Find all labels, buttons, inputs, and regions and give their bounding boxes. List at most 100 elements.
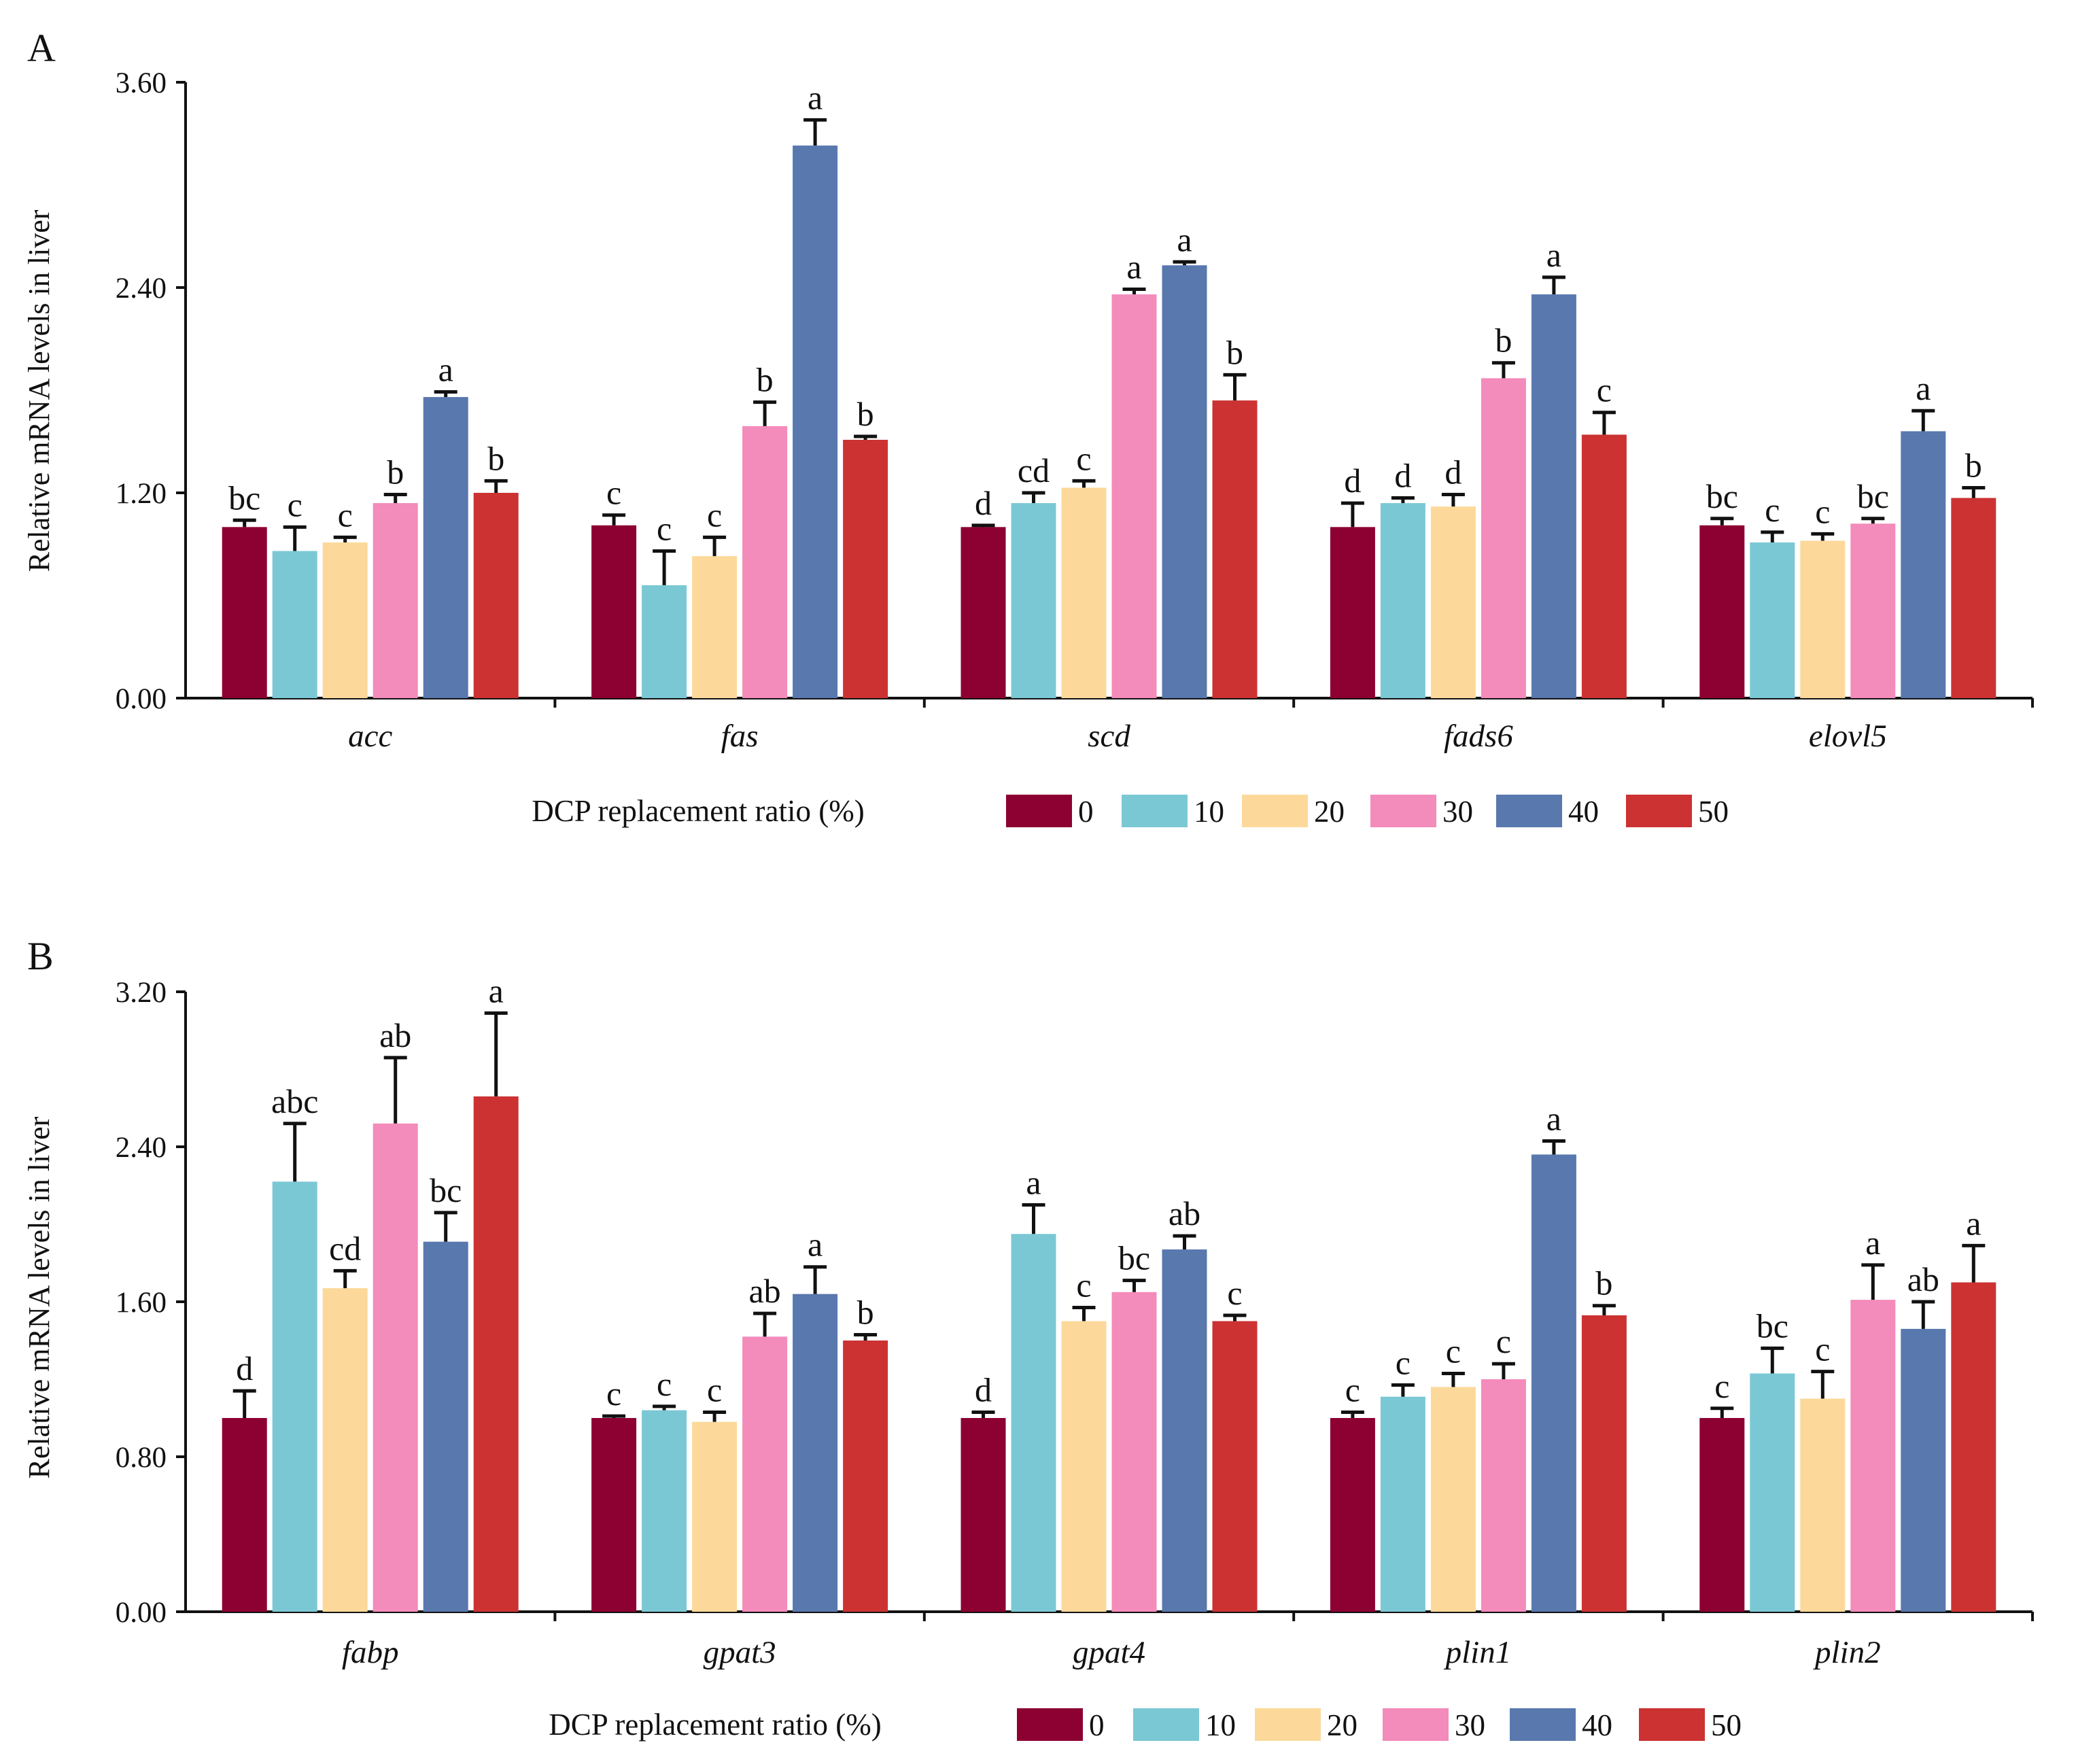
significance-letter-plin2-10: bc — [1757, 1307, 1788, 1345]
bar-plin1-50 — [1581, 1315, 1627, 1612]
bar-scd-50 — [1212, 400, 1258, 698]
error-bar-acc-50 — [484, 479, 508, 493]
significance-letter-gpat4-50: c — [1227, 1274, 1242, 1312]
bar-gpat4-10 — [1011, 1234, 1056, 1612]
x-category-label-fas: fas — [721, 719, 759, 754]
error-bar-acc-30 — [383, 493, 407, 504]
bar-fabp-30 — [373, 1123, 418, 1612]
error-bar-plin2-10 — [1761, 1346, 1784, 1374]
legend: DCP replacement ratio (%) 0 10 20 30 40 50 — [549, 1708, 1742, 1742]
significance-letter-plin2-40: ab — [1907, 1260, 1939, 1298]
significance-letter-acc-20: c — [338, 496, 353, 534]
significance-letter-acc-10: c — [288, 485, 302, 523]
legend-swatch-40 — [1496, 795, 1562, 827]
significance-letter-plin1-50: b — [1595, 1264, 1612, 1302]
significance-letter-gpat3-20: c — [707, 1370, 722, 1408]
error-bar-scd-10 — [1022, 491, 1045, 504]
legend-swatch-20 — [1255, 1708, 1321, 1741]
bar-plin2-10 — [1750, 1373, 1795, 1612]
significance-letter-plin2-20: c — [1815, 1330, 1830, 1368]
bar-gpat3-20 — [692, 1421, 738, 1612]
significance-letter-acc-50: b — [487, 439, 504, 477]
error-bar-gpat3-0 — [602, 1414, 626, 1418]
bar-gpat3-50 — [843, 1341, 888, 1612]
significance-letter-elovl5-30: bc — [1857, 477, 1889, 515]
bar-plin1-20 — [1430, 1387, 1476, 1612]
legend-swatch-0 — [1006, 795, 1072, 827]
significance-letter-plin2-50: a — [1966, 1204, 1981, 1242]
legend: DCP replacement ratio (%) 0 10 20 30 40 50 — [532, 794, 1729, 829]
significance-letter-gpat3-30: ab — [748, 1272, 780, 1310]
legend-label-40: 40 — [1568, 795, 1599, 829]
significance-letter-gpat3-10: c — [657, 1365, 672, 1403]
significance-letter-fads6-50: c — [1597, 371, 1612, 409]
x-category-label-gpat3: gpat3 — [704, 1635, 776, 1670]
significance-letter-gpat4-20: c — [1076, 1266, 1091, 1304]
bar-fads6-10 — [1380, 503, 1425, 698]
bar-gpat4-0 — [961, 1418, 1006, 1612]
error-bar-scd-20 — [1072, 479, 1096, 488]
error-bar-gpat3-10 — [653, 1404, 676, 1411]
error-bar-fas-50 — [854, 434, 878, 440]
bar-plin2-20 — [1800, 1398, 1846, 1612]
legend-label-40: 40 — [1582, 1708, 1612, 1742]
bar-fas-0 — [591, 525, 637, 698]
significance-letter-gpat3-40: a — [808, 1226, 823, 1264]
error-bar-fas-40 — [803, 118, 827, 146]
bar-fabp-40 — [423, 1241, 468, 1612]
error-bar-fas-10 — [653, 549, 676, 585]
bar-elovl5-0 — [1699, 525, 1745, 698]
error-bar-elovl5-30 — [1861, 517, 1885, 524]
error-bar-elovl5-50 — [1962, 485, 1986, 498]
x-category-label-gpat4: gpat4 — [1073, 1635, 1145, 1670]
bar-fads6-20 — [1430, 506, 1476, 698]
error-bar-plin1-0 — [1340, 1410, 1364, 1418]
bar-fads6-50 — [1581, 434, 1627, 698]
significance-letter-elovl5-20: c — [1815, 492, 1830, 530]
panel-label: B — [27, 934, 54, 978]
legend-swatch-50 — [1639, 1708, 1705, 1741]
significance-letter-fas-40: a — [808, 78, 823, 116]
bar-acc-0 — [222, 527, 267, 698]
significance-letter-fas-0: c — [606, 474, 621, 512]
bar-acc-10 — [272, 551, 317, 698]
significance-letter-fads6-40: a — [1546, 236, 1561, 274]
error-bar-fads6-50 — [1592, 411, 1616, 435]
legend-title: DCP replacement ratio (%) — [549, 1708, 881, 1742]
bar-elovl5-20 — [1800, 540, 1846, 698]
significance-letter-gpat3-0: c — [606, 1374, 621, 1413]
bar-gpat3-30 — [742, 1336, 788, 1612]
bar-elovl5-40 — [1901, 431, 1946, 698]
bar-gpat4-20 — [1061, 1321, 1107, 1612]
bar-plin2-0 — [1699, 1418, 1745, 1612]
error-bar-elovl5-0 — [1710, 517, 1734, 525]
y-tick-label: 3.20 — [116, 977, 167, 1009]
error-bar-fas-30 — [753, 400, 777, 426]
bar-gpat4-30 — [1111, 1292, 1157, 1612]
error-bar-gpat4-0 — [971, 1410, 995, 1418]
bar-elovl5-30 — [1850, 523, 1896, 698]
x-category-label-fabp: fabp — [342, 1635, 399, 1670]
significance-letter-fas-10: c — [657, 510, 672, 548]
error-bar-gpat3-30 — [753, 1311, 777, 1337]
significance-letter-scd-20: c — [1076, 439, 1091, 477]
significance-letter-fabp-50: a — [489, 971, 504, 1009]
significance-letter-fabp-10: abc — [271, 1082, 318, 1120]
legend-label-30: 30 — [1442, 795, 1473, 829]
error-bar-gpat4-10 — [1022, 1203, 1045, 1234]
y-tick-label: 2.40 — [116, 273, 167, 305]
error-bar-fabp-50 — [484, 1011, 508, 1096]
error-bar-fads6-40 — [1542, 275, 1565, 295]
bar-plin2-50 — [1951, 1282, 1996, 1612]
error-bar-plin2-40 — [1911, 1300, 1935, 1329]
y-tick-label: 0.80 — [116, 1442, 167, 1474]
error-bar-gpat3-20 — [703, 1410, 727, 1422]
error-bar-acc-0 — [232, 518, 256, 528]
significance-letter-elovl5-40: a — [1916, 369, 1931, 407]
bar-fas-40 — [793, 145, 838, 698]
error-bar-gpat4-30 — [1122, 1279, 1146, 1292]
x-category-label-plin2: plin2 — [1813, 1635, 1881, 1670]
legend-swatch-10 — [1122, 795, 1188, 827]
significance-letter-gpat4-0: d — [975, 1370, 992, 1408]
